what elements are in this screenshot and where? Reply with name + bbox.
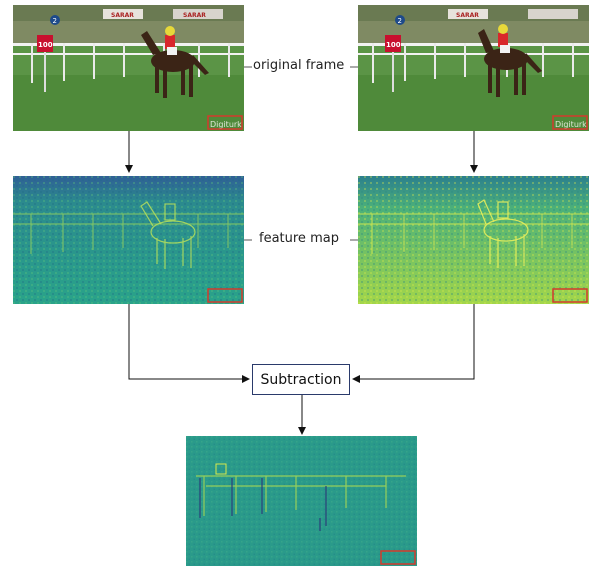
- subtraction-box: Subtraction: [252, 364, 350, 395]
- feature-map-right: [358, 176, 589, 304]
- original-frame-left: SARAR SARAR 2 100: [13, 5, 244, 131]
- feature-map-left: [13, 176, 244, 304]
- arrow-left-to-subtraction: [128, 304, 250, 383]
- svg-text:SARAR: SARAR: [183, 12, 206, 19]
- feature-map-label: feature map: [259, 231, 339, 246]
- svg-text:100: 100: [38, 41, 53, 49]
- svg-text:100: 100: [386, 41, 401, 49]
- subtraction-label: Subtraction: [260, 371, 342, 388]
- svg-text:Digiturk: Digiturk: [210, 120, 242, 129]
- svg-text:2: 2: [398, 17, 402, 25]
- original-frame-label: original frame: [253, 58, 345, 73]
- arrow-right-to-subtraction: [352, 304, 475, 383]
- subtraction-result-map: [186, 436, 417, 566]
- svg-text:SARAR: SARAR: [111, 12, 134, 19]
- svg-text:Digiturk: Digiturk: [555, 120, 587, 129]
- original-frame-right: SARAR 2 100 Digiturk: [358, 5, 589, 131]
- svg-text:SARAR: SARAR: [456, 12, 479, 19]
- svg-text:2: 2: [53, 17, 57, 25]
